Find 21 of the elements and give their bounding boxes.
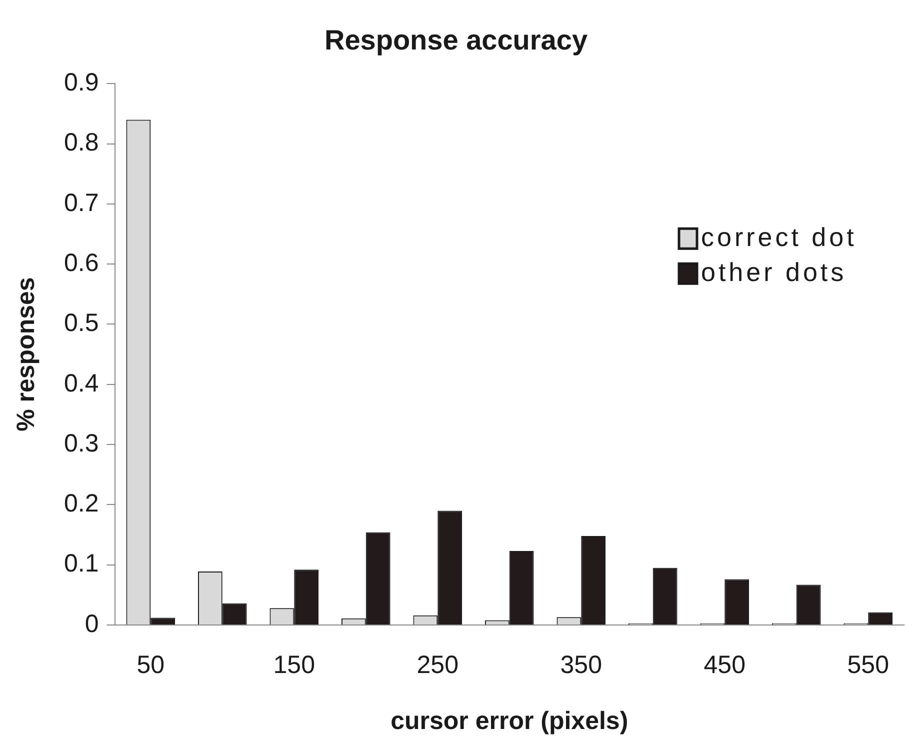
x-axis-title: cursor error (pixels): [390, 706, 628, 735]
x-tick-label: 450: [704, 650, 746, 679]
x-tick-label: 50: [136, 650, 165, 679]
y-tick-label: 0.4: [64, 369, 99, 398]
x-tick-label: 250: [416, 650, 458, 679]
y-tick-label: 0.6: [64, 248, 99, 277]
x-tick-label: 150: [273, 650, 315, 679]
legend-label: other dots: [701, 256, 847, 287]
chart-title: Response accuracy: [324, 24, 588, 56]
y-tick-label: 0.3: [64, 429, 99, 458]
y-axis-title: % responses: [12, 277, 40, 432]
y-tick-label: 0.8: [64, 128, 99, 157]
y-tick-label: 0.2: [64, 490, 99, 518]
y-tick-label: 0.5: [64, 309, 99, 338]
y-tick-label: 0: [84, 610, 99, 638]
y-tick-label: 0.1: [64, 550, 99, 578]
x-tick-label: 350: [560, 650, 602, 679]
x-tick-label: 550: [847, 650, 889, 679]
y-tick-label: 0.9: [64, 68, 99, 96]
y-tick-label: 0.7: [64, 188, 99, 217]
legend-label: correct dot: [701, 222, 857, 252]
